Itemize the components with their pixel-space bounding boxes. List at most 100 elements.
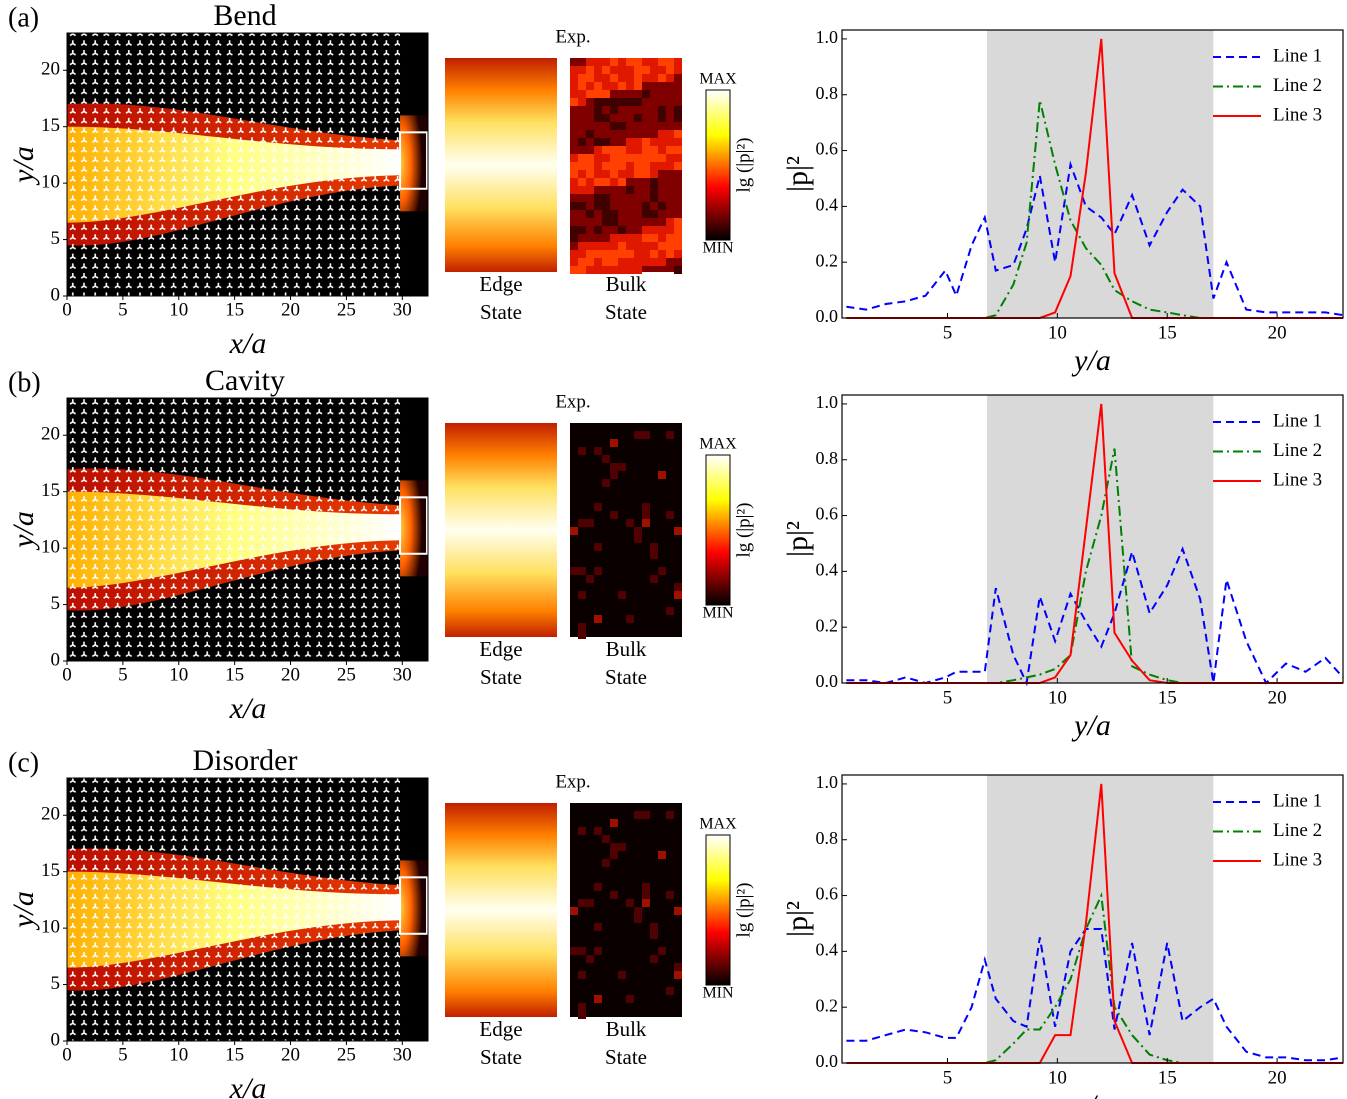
- bulk-pixel: [602, 90, 610, 98]
- bulk-pixel: [586, 955, 594, 963]
- bulk-pixel: [642, 883, 650, 891]
- legend-label: Line 2: [1273, 820, 1322, 841]
- bulk-pixel: [594, 827, 602, 835]
- edge-image: [445, 423, 557, 637]
- bulk-pixel: [578, 178, 586, 186]
- bulk-pixel: [650, 170, 658, 178]
- bulk-pixel: [666, 58, 674, 66]
- bulk-pixel: [610, 258, 618, 266]
- bulk-pixel: [578, 623, 586, 631]
- bulk-pixel: [658, 162, 666, 170]
- bulk-pixel: [618, 591, 626, 599]
- bulk-pixel: [650, 210, 658, 218]
- bulk-pixel: [610, 162, 618, 170]
- bulk-pixel: [578, 591, 586, 599]
- bulk-pixel: [570, 226, 578, 234]
- colorbar-max: MAX: [699, 816, 737, 833]
- bulk-pixel: [618, 66, 626, 74]
- bulk-pixel: [666, 138, 674, 146]
- x-tick-label: 10: [169, 1044, 188, 1065]
- bulk-pixel: [626, 170, 634, 178]
- bulk-pixel: [634, 915, 642, 923]
- bulk-pixel: [594, 170, 602, 178]
- bulk-pixel: [666, 987, 674, 995]
- bulk-pixel: [570, 907, 578, 915]
- edge-label: State: [480, 300, 522, 324]
- y-tick-label: 1.0: [816, 772, 839, 792]
- legend-label: Line 1: [1273, 45, 1322, 66]
- bulk-pixel: [578, 971, 586, 979]
- x-axis-label: y/a: [1071, 709, 1111, 742]
- panel-label: (a): [8, 2, 39, 33]
- bulk-pixel: [626, 234, 634, 242]
- bulk-pixel: [618, 250, 626, 258]
- x-axis-label: x/a: [229, 692, 267, 725]
- x-axis-label: y/a: [1071, 1089, 1111, 1099]
- plot-frame: [841, 774, 1344, 1064]
- bulk-label: Bulk: [606, 272, 647, 296]
- bulk-pixel: [594, 883, 602, 891]
- bulk-pixel: [674, 266, 682, 274]
- bulk-pixel: [674, 242, 682, 250]
- bulk-pixel: [642, 66, 650, 74]
- x-tick-label: 30: [393, 299, 412, 320]
- bulk-pixel: [642, 891, 650, 899]
- bulk-pixel: [602, 479, 610, 487]
- x-tick-label: 15: [1158, 1067, 1177, 1088]
- x-tick-label: 10: [1048, 1067, 1067, 1088]
- bulk-pixel: [602, 98, 610, 106]
- legend-label: Line 3: [1273, 104, 1322, 125]
- x-tick-label: 5: [118, 1044, 128, 1065]
- bulk-pixel: [618, 226, 626, 234]
- bulk-pixel: [650, 931, 658, 939]
- bulk-pixel: [618, 843, 626, 851]
- bulk-pixel: [650, 74, 658, 82]
- bulk-pixel: [634, 162, 642, 170]
- colorbar-min: MIN: [702, 985, 734, 1002]
- bulk-label: State: [605, 665, 647, 689]
- bulk-pixel: [674, 154, 682, 162]
- bulk-pixel: [578, 242, 586, 250]
- colorbar-max: MAX: [699, 436, 737, 453]
- output-box: [399, 496, 429, 555]
- bulk-pixel: [602, 162, 610, 170]
- bulk-pixel: [634, 146, 642, 154]
- bulk-pixel: [642, 519, 650, 527]
- output-box: [399, 876, 429, 935]
- bulk-pixel: [634, 527, 642, 535]
- bulk-pixel: [602, 202, 610, 210]
- bulk-pixel: [626, 98, 634, 106]
- bulk-pixel: [658, 202, 666, 210]
- panel-title: Cavity: [205, 364, 285, 397]
- bulk-pixel: [570, 66, 578, 74]
- bulk-pixel: [666, 74, 674, 82]
- series-line: [846, 160, 1344, 317]
- bulk-pixel: [634, 138, 642, 146]
- bulk-pixel: [594, 138, 602, 146]
- bulk-pixel: [586, 258, 594, 266]
- y-axis-label: |p|²: [781, 901, 814, 937]
- bulk-pixel: [586, 74, 594, 82]
- y-tick-label: 15: [41, 115, 60, 136]
- bulk-pixel: [674, 583, 682, 591]
- lattice: [67, 398, 401, 661]
- bulk-pixel: [618, 170, 626, 178]
- bulk-pixel: [650, 575, 658, 583]
- bulk-pixel: [594, 567, 602, 575]
- bulk-pixel: [650, 955, 658, 963]
- bulk-pixel: [578, 447, 586, 455]
- bulk-pixel: [658, 226, 666, 234]
- bulk-pixel: [610, 234, 618, 242]
- bulk-pixel: [586, 186, 594, 194]
- bulk-pixel: [634, 58, 642, 66]
- bulk-pixel: [602, 58, 610, 66]
- bulk-pixel: [634, 82, 642, 90]
- bulk-pixel: [674, 971, 682, 979]
- bulk-pixel: [570, 567, 578, 575]
- bulk-pixel: [602, 170, 610, 178]
- bulk-pixel: [594, 923, 602, 931]
- y-tick-label: 0.6: [816, 504, 839, 524]
- bulk-pixel: [578, 947, 586, 955]
- colorbar-label: lg (|p|²): [733, 503, 754, 558]
- x-tick-label: 15: [1158, 322, 1177, 343]
